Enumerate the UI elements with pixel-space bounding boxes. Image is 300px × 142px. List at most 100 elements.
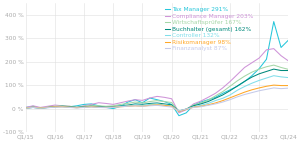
Finanzanalyst 87% xyxy=(177,110,181,112)
Wirtschaftsprüfer 167% xyxy=(141,102,144,104)
Controller 132% xyxy=(199,105,202,106)
Compliance Manager 203% xyxy=(119,102,122,104)
Compliance Manager 203% xyxy=(104,103,108,104)
Wirtschaftsprüfer 167% xyxy=(177,111,181,112)
Tax Manager 291% xyxy=(184,112,188,114)
Wirtschaftsprüfer 167% xyxy=(112,105,115,107)
Finanzanalyst 87% xyxy=(206,105,210,106)
Buchhalter (gesamt) 162% xyxy=(68,106,71,108)
Compliance Manager 203% xyxy=(221,87,224,89)
Buchhalter (gesamt) 162% xyxy=(199,103,202,105)
Wirtschaftsprüfer 167% xyxy=(119,104,122,105)
Risikomanager 98% xyxy=(53,106,57,108)
Controller 132% xyxy=(82,106,86,108)
Wirtschaftsprüfer 167% xyxy=(265,66,268,68)
Controller 132% xyxy=(236,89,239,91)
Controller 132% xyxy=(272,75,276,77)
Risikomanager 98% xyxy=(126,105,130,107)
Buchhalter (gesamt) 162% xyxy=(24,107,28,109)
Risikomanager 98% xyxy=(31,106,35,108)
Controller 132% xyxy=(31,107,35,108)
Finanzanalyst 87% xyxy=(104,107,108,108)
Finanzanalyst 87% xyxy=(38,107,42,109)
Risikomanager 98% xyxy=(97,106,101,108)
Buchhalter (gesamt) 162% xyxy=(214,97,217,99)
Finanzanalyst 87% xyxy=(250,92,254,93)
Finanzanalyst 87% xyxy=(134,105,137,107)
Buchhalter (gesamt) 162% xyxy=(221,94,224,96)
Compliance Manager 203% xyxy=(279,55,283,57)
Controller 132% xyxy=(141,105,144,106)
Finanzanalyst 87% xyxy=(279,88,283,89)
Controller 132% xyxy=(46,107,50,108)
Wirtschaftsprüfer 167% xyxy=(126,103,130,104)
Controller 132% xyxy=(104,107,108,108)
Finanzanalyst 87% xyxy=(286,87,290,89)
Tax Manager 291% xyxy=(279,47,283,48)
Compliance Manager 203% xyxy=(257,57,261,59)
Finanzanalyst 87% xyxy=(170,106,173,108)
Tax Manager 291% xyxy=(221,92,224,94)
Tax Manager 291% xyxy=(177,115,181,117)
Wirtschaftsprüfer 167% xyxy=(163,101,166,102)
Finanzanalyst 87% xyxy=(272,87,276,89)
Controller 132% xyxy=(163,104,166,106)
Tax Manager 291% xyxy=(250,75,254,77)
Finanzanalyst 87% xyxy=(214,103,217,105)
Controller 132% xyxy=(126,105,130,107)
Wirtschaftsprüfer 167% xyxy=(184,108,188,110)
Finanzanalyst 87% xyxy=(31,107,35,108)
Buchhalter (gesamt) 162% xyxy=(279,70,283,71)
Buchhalter (gesamt) 162% xyxy=(184,108,188,110)
Compliance Manager 203% xyxy=(46,105,50,107)
Tax Manager 291% xyxy=(46,107,50,108)
Controller 132% xyxy=(206,103,210,104)
Risikomanager 98% xyxy=(170,105,173,107)
Wirtschaftsprüfer 167% xyxy=(257,68,261,70)
Compliance Manager 203% xyxy=(97,102,101,104)
Compliance Manager 203% xyxy=(82,105,86,107)
Controller 132% xyxy=(228,94,232,96)
Wirtschaftsprüfer 167% xyxy=(75,106,79,108)
Finanzanalyst 87% xyxy=(90,106,93,108)
Buchhalter (gesamt) 162% xyxy=(243,81,246,82)
Buchhalter (gesamt) 162% xyxy=(90,105,93,107)
Controller 132% xyxy=(38,107,42,109)
Buchhalter (gesamt) 162% xyxy=(46,107,50,108)
Buchhalter (gesamt) 162% xyxy=(250,76,254,78)
Buchhalter (gesamt) 162% xyxy=(155,102,159,104)
Controller 132% xyxy=(184,108,188,110)
Compliance Manager 203% xyxy=(112,104,115,105)
Risikomanager 98% xyxy=(279,85,283,86)
Compliance Manager 203% xyxy=(265,49,268,51)
Wirtschaftsprüfer 167% xyxy=(221,91,224,93)
Tax Manager 291% xyxy=(265,58,268,60)
Wirtschaftsprüfer 167% xyxy=(192,104,195,106)
Buchhalter (gesamt) 162% xyxy=(148,103,152,104)
Line: Controller 132%: Controller 132% xyxy=(26,76,288,111)
Tax Manager 291% xyxy=(286,39,290,41)
Buchhalter (gesamt) 162% xyxy=(53,106,57,108)
Compliance Manager 203% xyxy=(126,100,130,102)
Compliance Manager 203% xyxy=(163,96,166,98)
Compliance Manager 203% xyxy=(170,98,173,100)
Compliance Manager 203% xyxy=(68,105,71,107)
Risikomanager 98% xyxy=(141,105,144,107)
Controller 132% xyxy=(257,80,261,81)
Buchhalter (gesamt) 162% xyxy=(119,105,122,107)
Risikomanager 98% xyxy=(148,105,152,106)
Wirtschaftsprüfer 167% xyxy=(82,105,86,107)
Wirtschaftsprüfer 167% xyxy=(53,105,57,107)
Line: Compliance Manager 203%: Compliance Manager 203% xyxy=(26,49,288,113)
Buchhalter (gesamt) 162% xyxy=(272,68,276,70)
Buchhalter (gesamt) 162% xyxy=(141,104,144,105)
Buchhalter (gesamt) 162% xyxy=(177,110,181,112)
Finanzanalyst 87% xyxy=(155,105,159,106)
Finanzanalyst 87% xyxy=(112,107,115,108)
Compliance Manager 203% xyxy=(236,74,239,75)
Wirtschaftsprüfer 167% xyxy=(236,80,239,82)
Line: Finanzanalyst 87%: Finanzanalyst 87% xyxy=(26,88,288,111)
Tax Manager 291% xyxy=(236,85,239,87)
Finanzanalyst 87% xyxy=(97,107,101,108)
Compliance Manager 203% xyxy=(141,100,144,101)
